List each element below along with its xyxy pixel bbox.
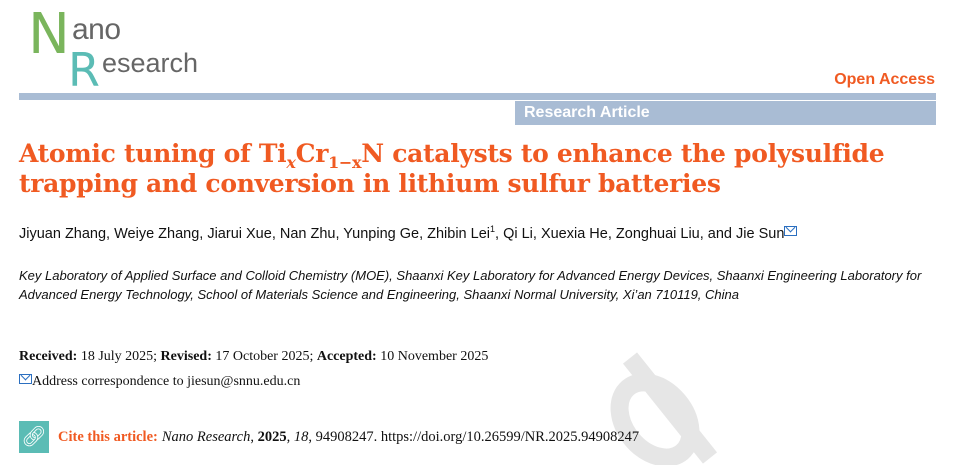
received-label: Received:: [19, 349, 78, 364]
logo-ano: ano: [72, 13, 121, 46]
cite-journal: Nano Research: [161, 428, 251, 445]
affiliation: Key Laboratory of Applied Surface and Co…: [19, 268, 922, 302]
header-divider: [19, 93, 936, 100]
article-title: Atomic tuning of TixCr1−xN catalysts to …: [19, 139, 949, 199]
cite-volume: 18: [293, 428, 309, 445]
title-part: Atomic tuning of Ti: [19, 139, 287, 168]
logo-esearch: esearch: [102, 48, 199, 78]
title-sub: 1−x: [328, 153, 362, 172]
author-list: Jiyuan Zhang, Weiye Zhang, Jiarui Xue, N…: [19, 224, 798, 242]
revised-label: Revised:: [160, 349, 212, 364]
correspondence-text[interactable]: Address correspondence to jiesun@snnu.ed…: [32, 374, 301, 389]
citation: 🔗︎ Cite this article: Nano Research, 2025,…: [19, 421, 639, 453]
mail-icon[interactable]: [784, 226, 798, 236]
title-part: N catalysts to enhance the polysulfide t…: [19, 139, 885, 198]
open-access-label: Open Access: [834, 71, 935, 88]
cite-label: Cite this article:: [58, 428, 158, 445]
cite-doi[interactable]: , 94908247. https://doi.org/10.26599/NR.…: [308, 428, 640, 445]
affiliation-sup: 1: [490, 224, 496, 235]
mail-icon: [19, 374, 32, 384]
link-icon[interactable]: 🔗︎: [19, 421, 49, 453]
title-part: Cr: [295, 139, 329, 168]
received-date: 18 July 2025;: [77, 349, 161, 364]
revised-date: 17 October 2025;: [211, 349, 317, 364]
authors-b: , Qi Li, Xuexia He, Zonghuai Liu, and Ji…: [495, 226, 785, 242]
correspondence: Address correspondence to jiesun@snnu.ed…: [19, 374, 300, 390]
logo-n: N: [28, 2, 70, 67]
accepted-date: 10 November 2025: [376, 349, 489, 364]
article-type-banner: Research Article: [515, 101, 936, 125]
accepted-label: Accepted:: [316, 349, 377, 364]
logo-r: R: [68, 43, 100, 97]
authors-a: Jiyuan Zhang, Weiye Zhang, Jiarui Xue, N…: [19, 226, 490, 242]
cite-year: 2025: [257, 428, 287, 445]
dates-line: Received: 18 July 2025; Revised: 17 Octo…: [19, 349, 488, 365]
title-sub: x: [286, 153, 296, 172]
